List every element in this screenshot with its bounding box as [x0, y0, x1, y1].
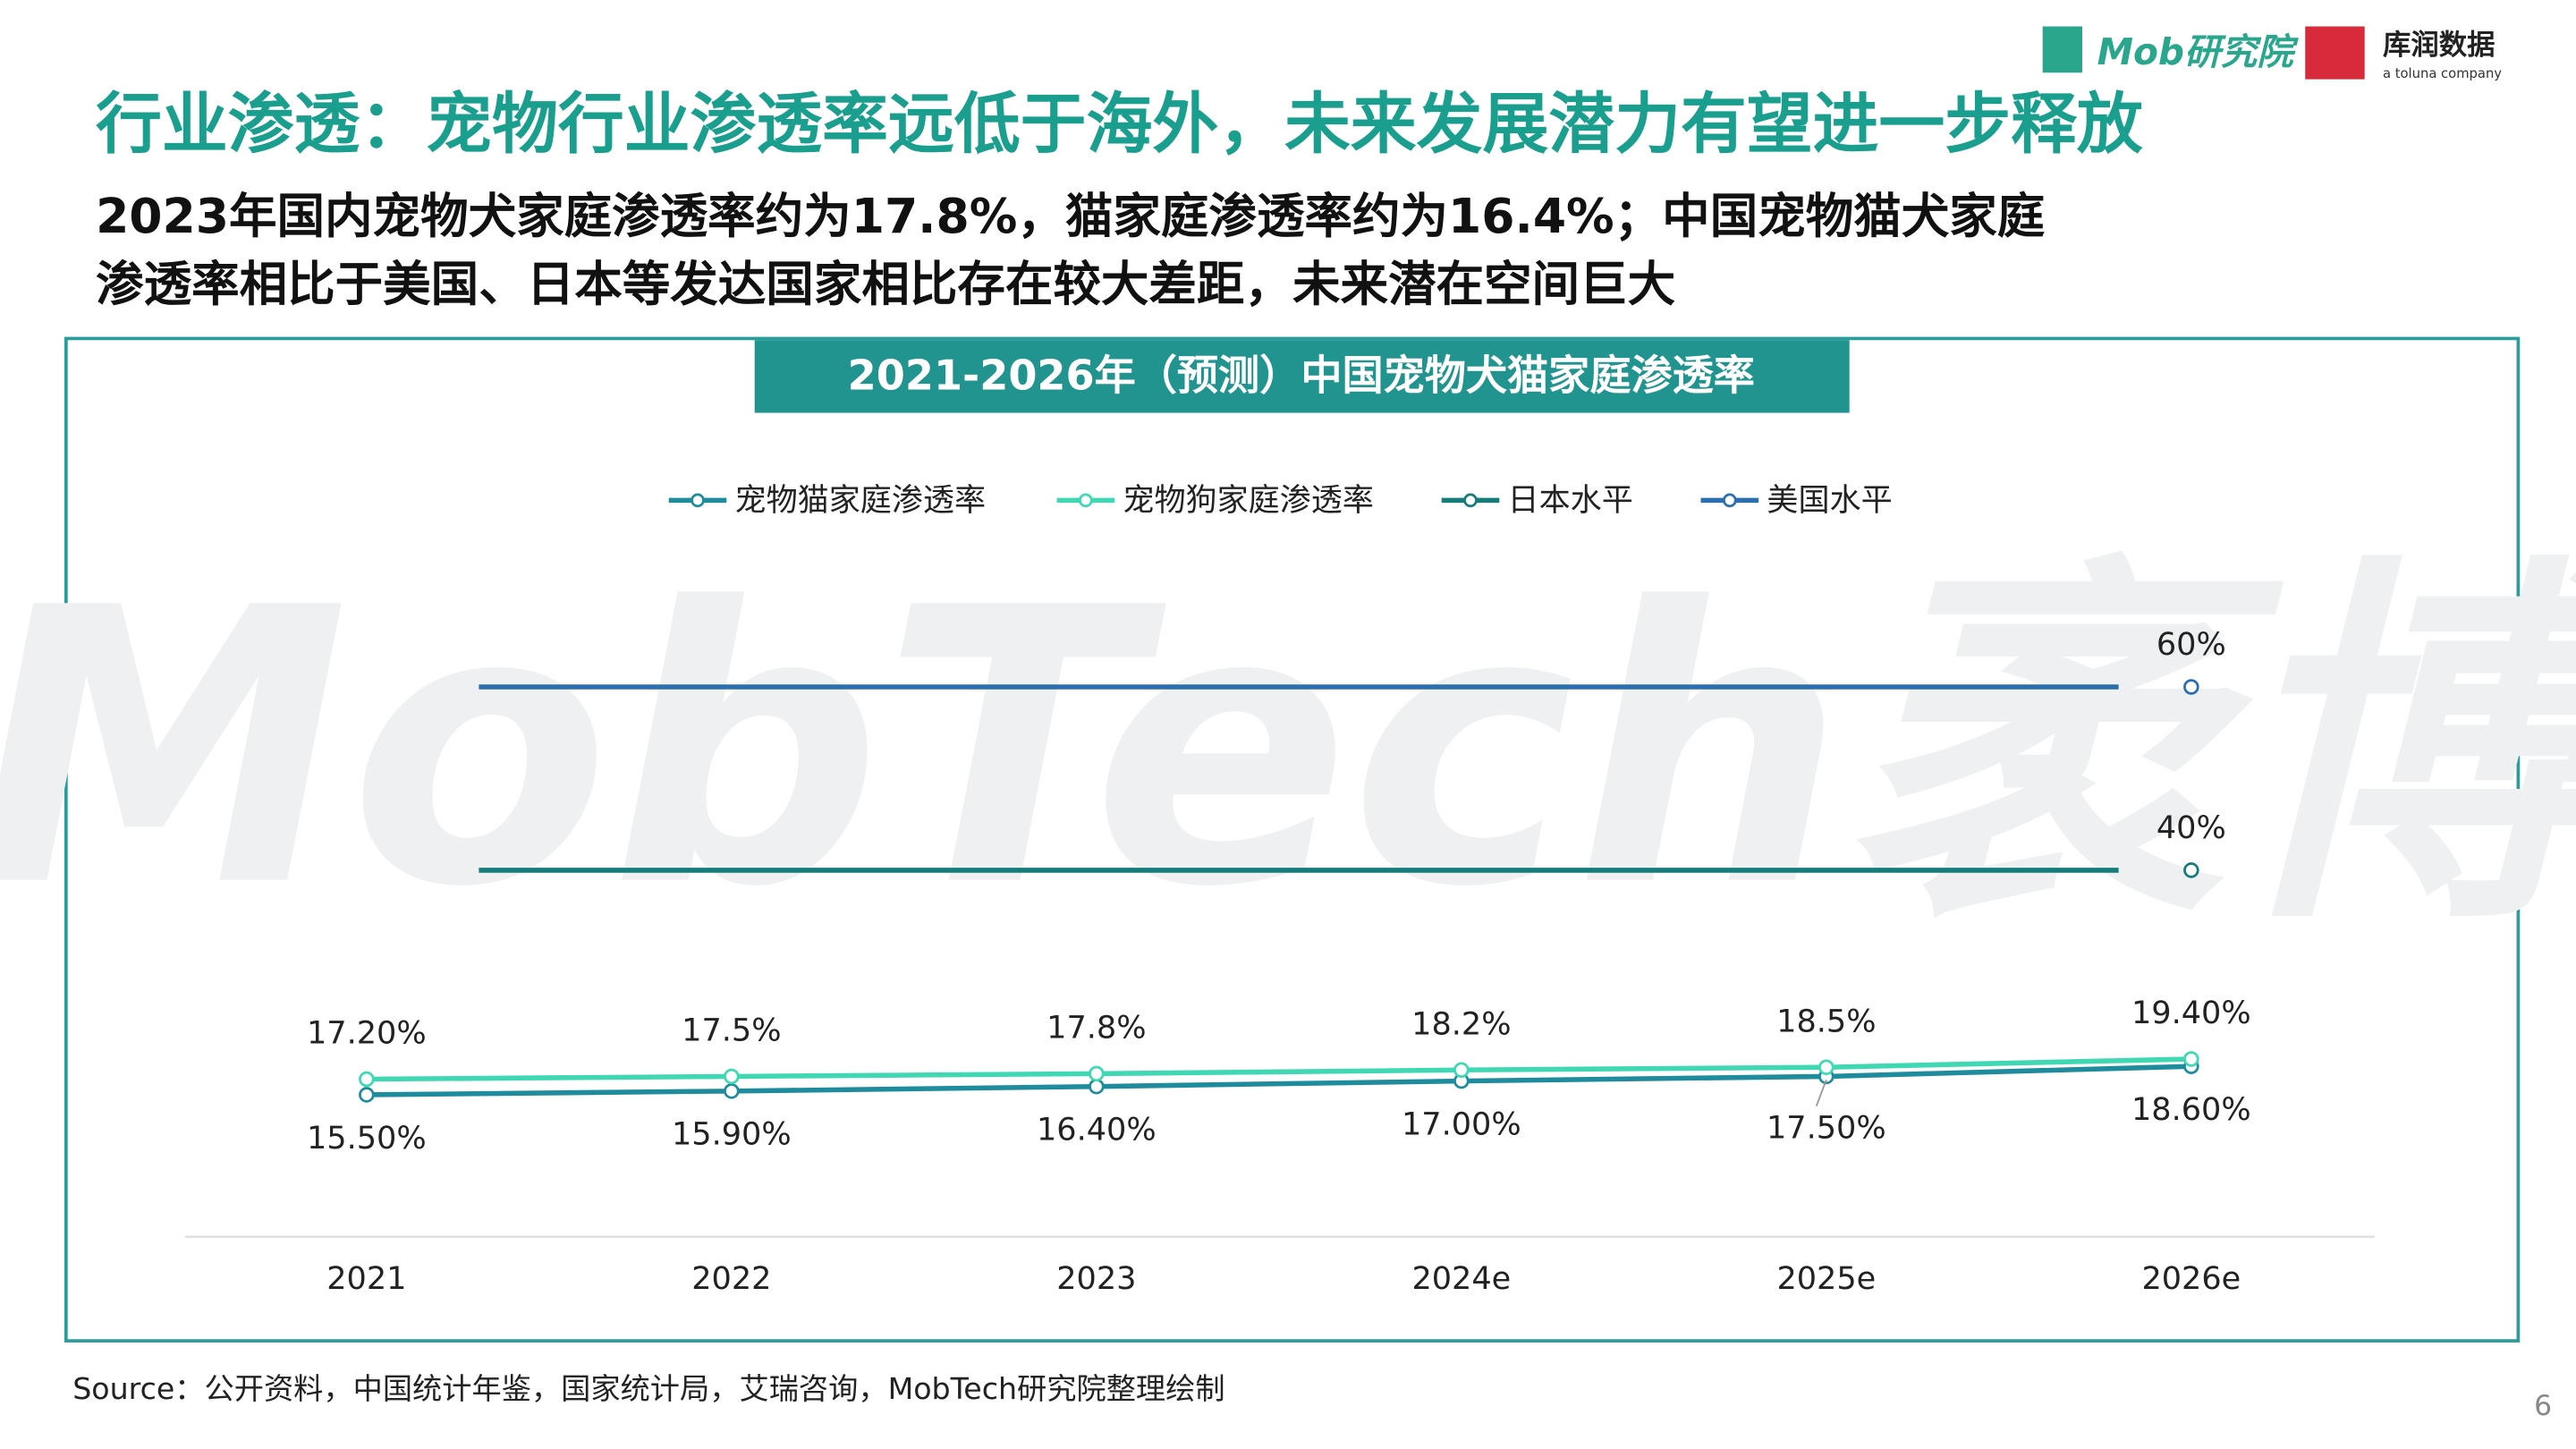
x-tick-label: 2024e: [1411, 1260, 1511, 1297]
data-point: [724, 1083, 740, 1099]
data-label: 17.00%: [1402, 1106, 1521, 1142]
data-point: [1089, 1078, 1105, 1095]
legend-label: 日本水平: [1508, 482, 1633, 519]
series-line: [366, 1063, 2191, 1097]
legend-marker: [1079, 493, 1093, 508]
legend-label: 宠物狗家庭渗透率: [1123, 482, 1374, 519]
source: Source：公开资料，中国统计年鉴，国家统计局，艾瑞咨询，MobTech研究院…: [72, 1371, 1224, 1406]
data-point: [359, 1071, 375, 1088]
data-point: [2183, 1051, 2199, 1067]
data-label: 17.20%: [307, 1015, 427, 1052]
leader-line: [1815, 1079, 1827, 1107]
data-label: 60%: [2157, 626, 2226, 663]
data-label: 18.60%: [2131, 1091, 2251, 1128]
subtitle: 2023年国内宠物犬家庭渗透率约为17.8%，猫家庭渗透率约为16.4%；中国宠…: [96, 188, 2046, 244]
data-label: 17.8%: [1046, 1010, 1146, 1046]
data-point: [1818, 1059, 1835, 1075]
chart-frame: [64, 336, 2521, 1343]
x-tick-label: 2025e: [1776, 1260, 1876, 1297]
legend-marker: [1723, 493, 1737, 508]
data-label: 17.5%: [682, 1013, 781, 1049]
chart-title: 2021-2026年（预测）中国宠物犬猫家庭渗透率: [848, 351, 1755, 399]
chart-title-banner: [754, 340, 1850, 413]
data-label: 17.50%: [1767, 1110, 1886, 1147]
x-tick-label: 2023: [1056, 1260, 1136, 1297]
logo-kurun: 库润数据: [2383, 29, 2496, 62]
data-label: 40%: [2157, 809, 2226, 846]
kurun-logo-icon: [2305, 26, 2365, 80]
mob-logo-icon: [2042, 26, 2082, 73]
x-tick-label: 2026e: [2141, 1260, 2241, 1297]
watermark: MobTech袤博: [0, 529, 2576, 970]
data-label: 18.5%: [1776, 1003, 1876, 1039]
data-point: [724, 1068, 740, 1085]
title: 行业渗透：宠物行业渗透率远低于海外，未来发展潜力有望进一步释放: [96, 86, 2143, 163]
x-tick-label: 2022: [691, 1260, 771, 1297]
data-point: [359, 1087, 375, 1103]
data-point: [1089, 1065, 1105, 1082]
data-point: [1453, 1062, 1470, 1079]
data-label: 15.50%: [307, 1120, 427, 1157]
data-label: 18.2%: [1411, 1005, 1511, 1042]
logo-toluna: a toluna company: [2383, 66, 2502, 81]
legend-label: 宠物猫家庭渗透率: [735, 482, 987, 519]
legend-marker: [1463, 493, 1478, 508]
x-tick-label: 2021: [326, 1260, 406, 1297]
data-label: 19.40%: [2131, 995, 2251, 1031]
data-label: 16.40%: [1037, 1112, 1157, 1148]
logo-mob: Mob研究院: [2097, 30, 2300, 73]
data-label: 15.90%: [672, 1116, 792, 1153]
subtitle: 渗透率相比于美国、日本等发达国家相比存在较大差距，未来潜在空间巨大: [96, 256, 1675, 312]
series-line: [366, 1056, 2191, 1082]
data-point: [2183, 679, 2199, 695]
legend-marker: [691, 493, 705, 508]
page-number: 6: [2534, 1390, 2552, 1422]
legend-label: 美国水平: [1767, 482, 1892, 519]
data-point: [2183, 862, 2199, 878]
